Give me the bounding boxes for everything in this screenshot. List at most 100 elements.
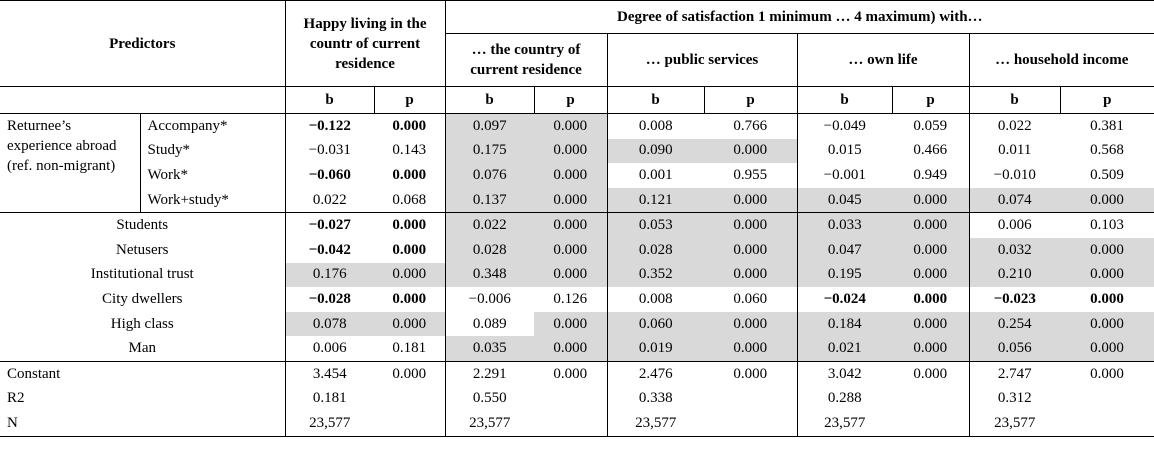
cell: 0.121	[607, 187, 705, 214]
cell: 0.000	[374, 163, 446, 188]
cell: 0.011	[998, 142, 1032, 159]
row-label: High class	[0, 311, 286, 337]
cell: −0.027	[308, 217, 351, 234]
returnee-group-label: Returnee’s experience abroad (ref. non-m…	[0, 113, 141, 214]
cell	[374, 411, 446, 437]
row-label: Institutional trust	[0, 262, 286, 288]
cell: 0.550	[472, 390, 507, 407]
table-row: Study* −0.031 0.143 0.175 0.000 0.090 0.…	[0, 138, 1154, 164]
cell: 0.000	[892, 311, 970, 337]
cell: 0.090	[607, 138, 705, 164]
p-header: p	[746, 92, 755, 108]
cell: 2.747	[997, 365, 1032, 382]
cell: 0.000	[374, 212, 446, 238]
coefficient-header-row: b p b p b p b p b p	[0, 86, 1154, 114]
cell: 0.032	[969, 237, 1061, 263]
cell: 0.000	[704, 212, 798, 238]
cell: 0.022	[997, 117, 1032, 134]
table-row: R2 0.181 0.550 0.338 0.288 0.312	[0, 386, 1154, 412]
cell: 0.143	[374, 138, 446, 164]
cell: 0.000	[892, 262, 970, 288]
cell: 3.042	[827, 365, 862, 382]
row-label: City dwellers	[0, 287, 286, 312]
table-row: Man 0.006 0.181 0.035 0.000 0.019 0.000 …	[0, 336, 1154, 362]
cell: 2.476	[638, 365, 673, 382]
cell: 0.068	[374, 187, 446, 214]
cell: 0.000	[374, 311, 446, 337]
table-row: N 23,577 23,577 23,577 23,577 23,577	[0, 411, 1154, 437]
cell: −0.010	[993, 166, 1036, 183]
cell: −0.024	[823, 290, 866, 307]
cell: 0.000	[374, 237, 446, 263]
cell: 0.466	[892, 138, 970, 164]
cell: 0.015	[827, 142, 862, 159]
b-header: b	[1010, 92, 1019, 108]
cell: 0.000	[374, 113, 446, 139]
cell: 0.137	[445, 187, 535, 214]
cell: 0.000	[1090, 290, 1124, 307]
cell: 0.381	[1090, 117, 1124, 134]
b-header: b	[485, 92, 494, 108]
cell: 0.000	[892, 237, 970, 263]
cell: 0.949	[892, 163, 970, 188]
cell: 0.033	[797, 212, 893, 238]
happy-header: Happy living in the countr of current re…	[285, 0, 446, 87]
cell: 0.019	[607, 336, 705, 362]
cell: 0.021	[797, 336, 893, 362]
cell: 0.056	[969, 336, 1061, 362]
cell: 0.022	[285, 187, 374, 214]
cell: 0.035	[445, 336, 535, 362]
cell: 0.338	[638, 390, 673, 407]
row-label: Man	[0, 336, 286, 362]
cell: 0.006	[997, 217, 1032, 234]
cell: 0.000	[704, 237, 798, 263]
cell: 0.176	[285, 262, 374, 288]
cell: −0.122	[308, 117, 351, 134]
cell: 0.060	[607, 311, 705, 337]
cell: 0.103	[1090, 217, 1124, 234]
cell: 23,577	[969, 411, 1061, 437]
cell: 0.000	[704, 311, 798, 337]
cell: 0.000	[704, 138, 798, 164]
cell: 0.045	[797, 187, 893, 214]
b-header: b	[325, 92, 334, 108]
row-label: Accompany*	[140, 113, 286, 139]
cell: −0.042	[308, 241, 351, 258]
cell: 0.766	[704, 113, 798, 139]
table-row: City dwellers −0.028 0.000 −0.006 0.126 …	[0, 287, 1154, 312]
cell: −0.031	[308, 142, 351, 159]
cell: 0.000	[534, 163, 608, 188]
regression-table: Predictors Happy living in the countr of…	[0, 0, 1154, 437]
cell: 0.000	[704, 187, 798, 214]
row-label: Constant	[0, 361, 286, 387]
cell: 0.097	[445, 113, 535, 139]
cell: 0.000	[1060, 262, 1154, 288]
cell	[1060, 387, 1154, 412]
satisfaction-header: Degree of satisfaction 1 minimum … 4 max…	[445, 0, 1154, 34]
cell: −0.049	[823, 117, 866, 134]
table-row: Students −0.027 0.000 0.022 0.000 0.053 …	[0, 212, 1154, 238]
row-label: Work+study*	[140, 187, 286, 214]
cell: 0.000	[374, 361, 446, 387]
cell: 0.000	[892, 212, 970, 238]
cell: 0.000	[892, 187, 970, 214]
cell: 0.288	[827, 390, 862, 407]
cell: 0.195	[797, 262, 893, 288]
cell: 0.181	[312, 390, 347, 407]
cell: 0.001	[638, 166, 673, 183]
cell: 23,577	[797, 411, 893, 437]
cell: 0.184	[797, 311, 893, 337]
cell: 0.000	[374, 287, 446, 312]
cell: 0.000	[1060, 336, 1154, 362]
b-header: b	[651, 92, 660, 108]
sub-header-public-services: … public services	[607, 33, 798, 87]
cell: 2.291	[472, 365, 507, 382]
cell: 0.074	[969, 187, 1061, 214]
p-header: p	[566, 92, 575, 108]
p-header: p	[1103, 92, 1112, 108]
cell: −0.060	[308, 166, 351, 183]
cell: 0.352	[607, 262, 705, 288]
cell: 0.000	[704, 336, 798, 362]
cell: 0.028	[445, 237, 535, 263]
cell: 0.047	[797, 237, 893, 263]
